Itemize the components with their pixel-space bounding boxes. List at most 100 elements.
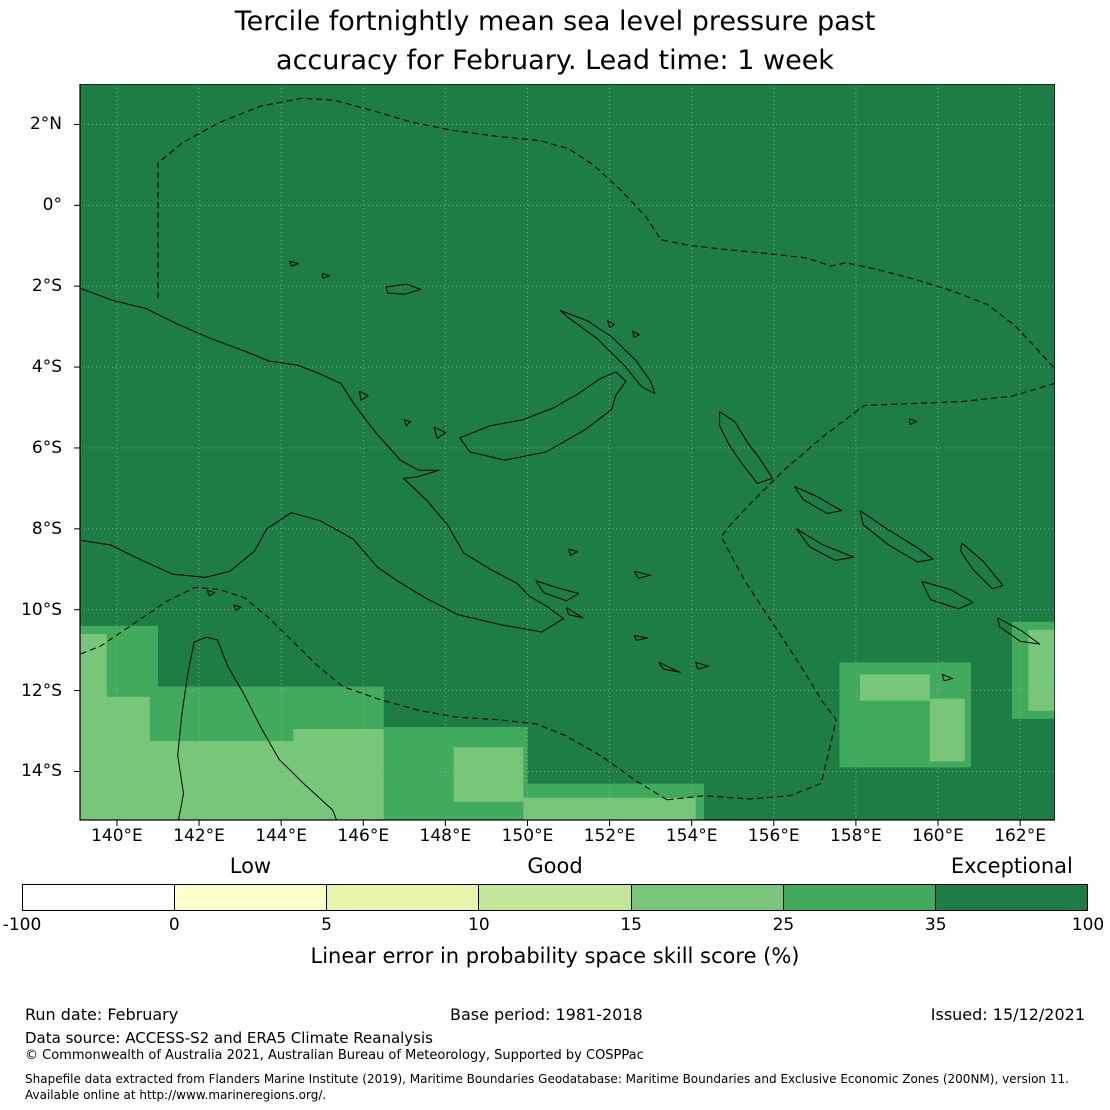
y-tick-label: 6°S	[31, 437, 62, 458]
skill-cell	[453, 747, 524, 802]
colorbar-tick-label: 100	[1071, 915, 1105, 935]
coastline-new-guinea	[80, 287, 565, 633]
colorbar-tick-label: 15	[620, 915, 642, 935]
coastline-tabar	[607, 320, 615, 328]
shapefile-attribution-line1: Shapefile data extracted from Flanders M…	[25, 1072, 1069, 1086]
skill-cell	[1028, 629, 1055, 711]
x-tick-label: 142°E	[173, 826, 225, 846]
coastline-torres-strait-1	[206, 589, 216, 597]
eez-boundary-solomon-east	[667, 382, 1055, 801]
skill-cell	[929, 698, 965, 762]
colorbar	[22, 884, 1088, 911]
y-tick-label: 14°S	[21, 761, 62, 782]
shapefile-attribution-line2: Available online at http://www.marinereg…	[25, 1088, 327, 1102]
colorbar-tick-label: 5	[321, 915, 332, 935]
x-tick-label: 160°E	[912, 826, 964, 846]
x-tick-label: 146°E	[337, 826, 390, 846]
colorbar-caption: Linear error in probability space skill …	[310, 944, 800, 968]
coastline-bougainville	[719, 411, 774, 484]
coastline-umboi	[433, 426, 446, 439]
colorbar-segment	[934, 885, 1087, 910]
x-axis-tick-labels: 140°E 142°E 144°E 146°E 148°E 150°E 152°E 154°E…	[0, 826, 1110, 850]
copyright-text: © Commonwealth of Australia 2021, Austra…	[25, 1048, 644, 1063]
colorbar-category-label: Good	[527, 854, 583, 878]
colorbar-category-label: Exceptional	[950, 854, 1073, 878]
coastline-ontong-java	[908, 418, 918, 425]
colorbar-tick-label: 0	[168, 915, 180, 935]
coastline-guadalcanal	[921, 580, 974, 610]
coastline-makira	[997, 617, 1041, 645]
x-tick-label: 156°E	[747, 826, 800, 846]
coastline-karkar	[358, 390, 369, 401]
colorbar-segment	[478, 885, 631, 910]
y-tick-label: 10°S	[21, 599, 62, 620]
colorbar-tick-label: 35	[924, 915, 947, 935]
coastline-new-georgia	[795, 528, 855, 561]
skill-cell	[293, 729, 384, 820]
coastline-santa-isabel	[859, 510, 934, 563]
colorbar-tick-label: 10	[468, 915, 490, 935]
y-tick-label: 0°	[42, 195, 62, 216]
coastline-woodlark	[633, 570, 652, 579]
base-period-text: Base period: 1981-2018	[450, 1005, 643, 1024]
y-tick-label: 2°S	[31, 276, 62, 297]
chart-title: Tercile fortnightly mean sea level press…	[0, 2, 1110, 80]
colorbar-category-label: Low	[229, 854, 272, 878]
colorbar-segment	[782, 885, 935, 910]
coastline-trobriand	[568, 548, 579, 556]
coastline-rossel	[695, 661, 710, 670]
eez-boundary-png-north	[157, 97, 1055, 370]
x-tick-label: 158°E	[830, 826, 882, 846]
coastline-hermit	[321, 272, 331, 279]
colorbar-segment	[630, 885, 783, 910]
colorbar-tick-label: -100	[2, 915, 42, 935]
x-tick-label: 152°E	[583, 826, 636, 846]
run-date-text: Run date: February	[25, 1005, 179, 1024]
coastline-tagula	[658, 661, 681, 673]
eez-boundary-png-south	[80, 586, 668, 801]
y-tick-label: 2°N	[29, 114, 62, 135]
coastline-lihir	[631, 330, 640, 338]
colorbar-category-labels: Low Good Exceptional	[0, 854, 1110, 880]
chart-title-line2: accuracy for February. Lead time: 1 week	[276, 45, 834, 76]
colorbar-segment	[174, 885, 327, 910]
coastline-choiseul	[793, 485, 842, 514]
y-tick-label: 4°S	[31, 357, 62, 378]
coastline-malaita	[960, 542, 1004, 590]
coastline-new-ireland	[559, 310, 656, 394]
coastline-australia-cape-york	[177, 636, 338, 820]
chart-title-line1: Tercile fortnightly mean sea level press…	[234, 6, 876, 37]
map-layers	[80, 84, 1055, 820]
map-border	[79, 84, 1055, 821]
skill-cell	[80, 634, 107, 820]
colorbar-segment	[326, 885, 479, 910]
coastline-torres-strait-2	[233, 604, 242, 611]
y-axis-tick-labels: 2°N 0° 2°S 4°S 6°S 8°S 10°S 12°S 14°S	[0, 0, 72, 900]
coastline-long-island	[403, 419, 411, 427]
coastline-new-britain	[459, 371, 627, 461]
data-source-text: Data source: ACCESS-S2 and ERA5 Climate …	[25, 1029, 433, 1047]
skill-cell	[149, 741, 294, 820]
x-tick-label: 162°E	[994, 826, 1046, 846]
x-tick-label: 148°E	[419, 826, 472, 846]
colorbar-tick-label: 25	[772, 915, 795, 935]
coastline-ninigo	[288, 260, 299, 267]
x-tick-label: 140°E	[91, 826, 143, 846]
skill-cell	[106, 696, 150, 820]
skill-map	[74, 84, 1055, 826]
colorbar-segment	[23, 885, 175, 910]
coastline-rennell	[941, 673, 953, 682]
coastline-misima	[633, 635, 648, 641]
x-tick-label: 144°E	[255, 826, 308, 846]
x-tick-label: 154°E	[665, 826, 718, 846]
colorbar-tick-labels: -100 0 5 10 15 25 35 100	[0, 915, 1110, 937]
skill-cell	[860, 674, 930, 701]
coastline-normanby	[566, 607, 584, 619]
coastline-manus	[385, 283, 422, 295]
coastline-dentrecasteaux	[535, 580, 580, 602]
y-tick-label: 8°S	[31, 518, 62, 539]
x-tick-label: 150°E	[501, 826, 554, 846]
issued-date-text: Issued: 15/12/2021	[930, 1005, 1085, 1024]
y-tick-label: 12°S	[21, 680, 62, 701]
